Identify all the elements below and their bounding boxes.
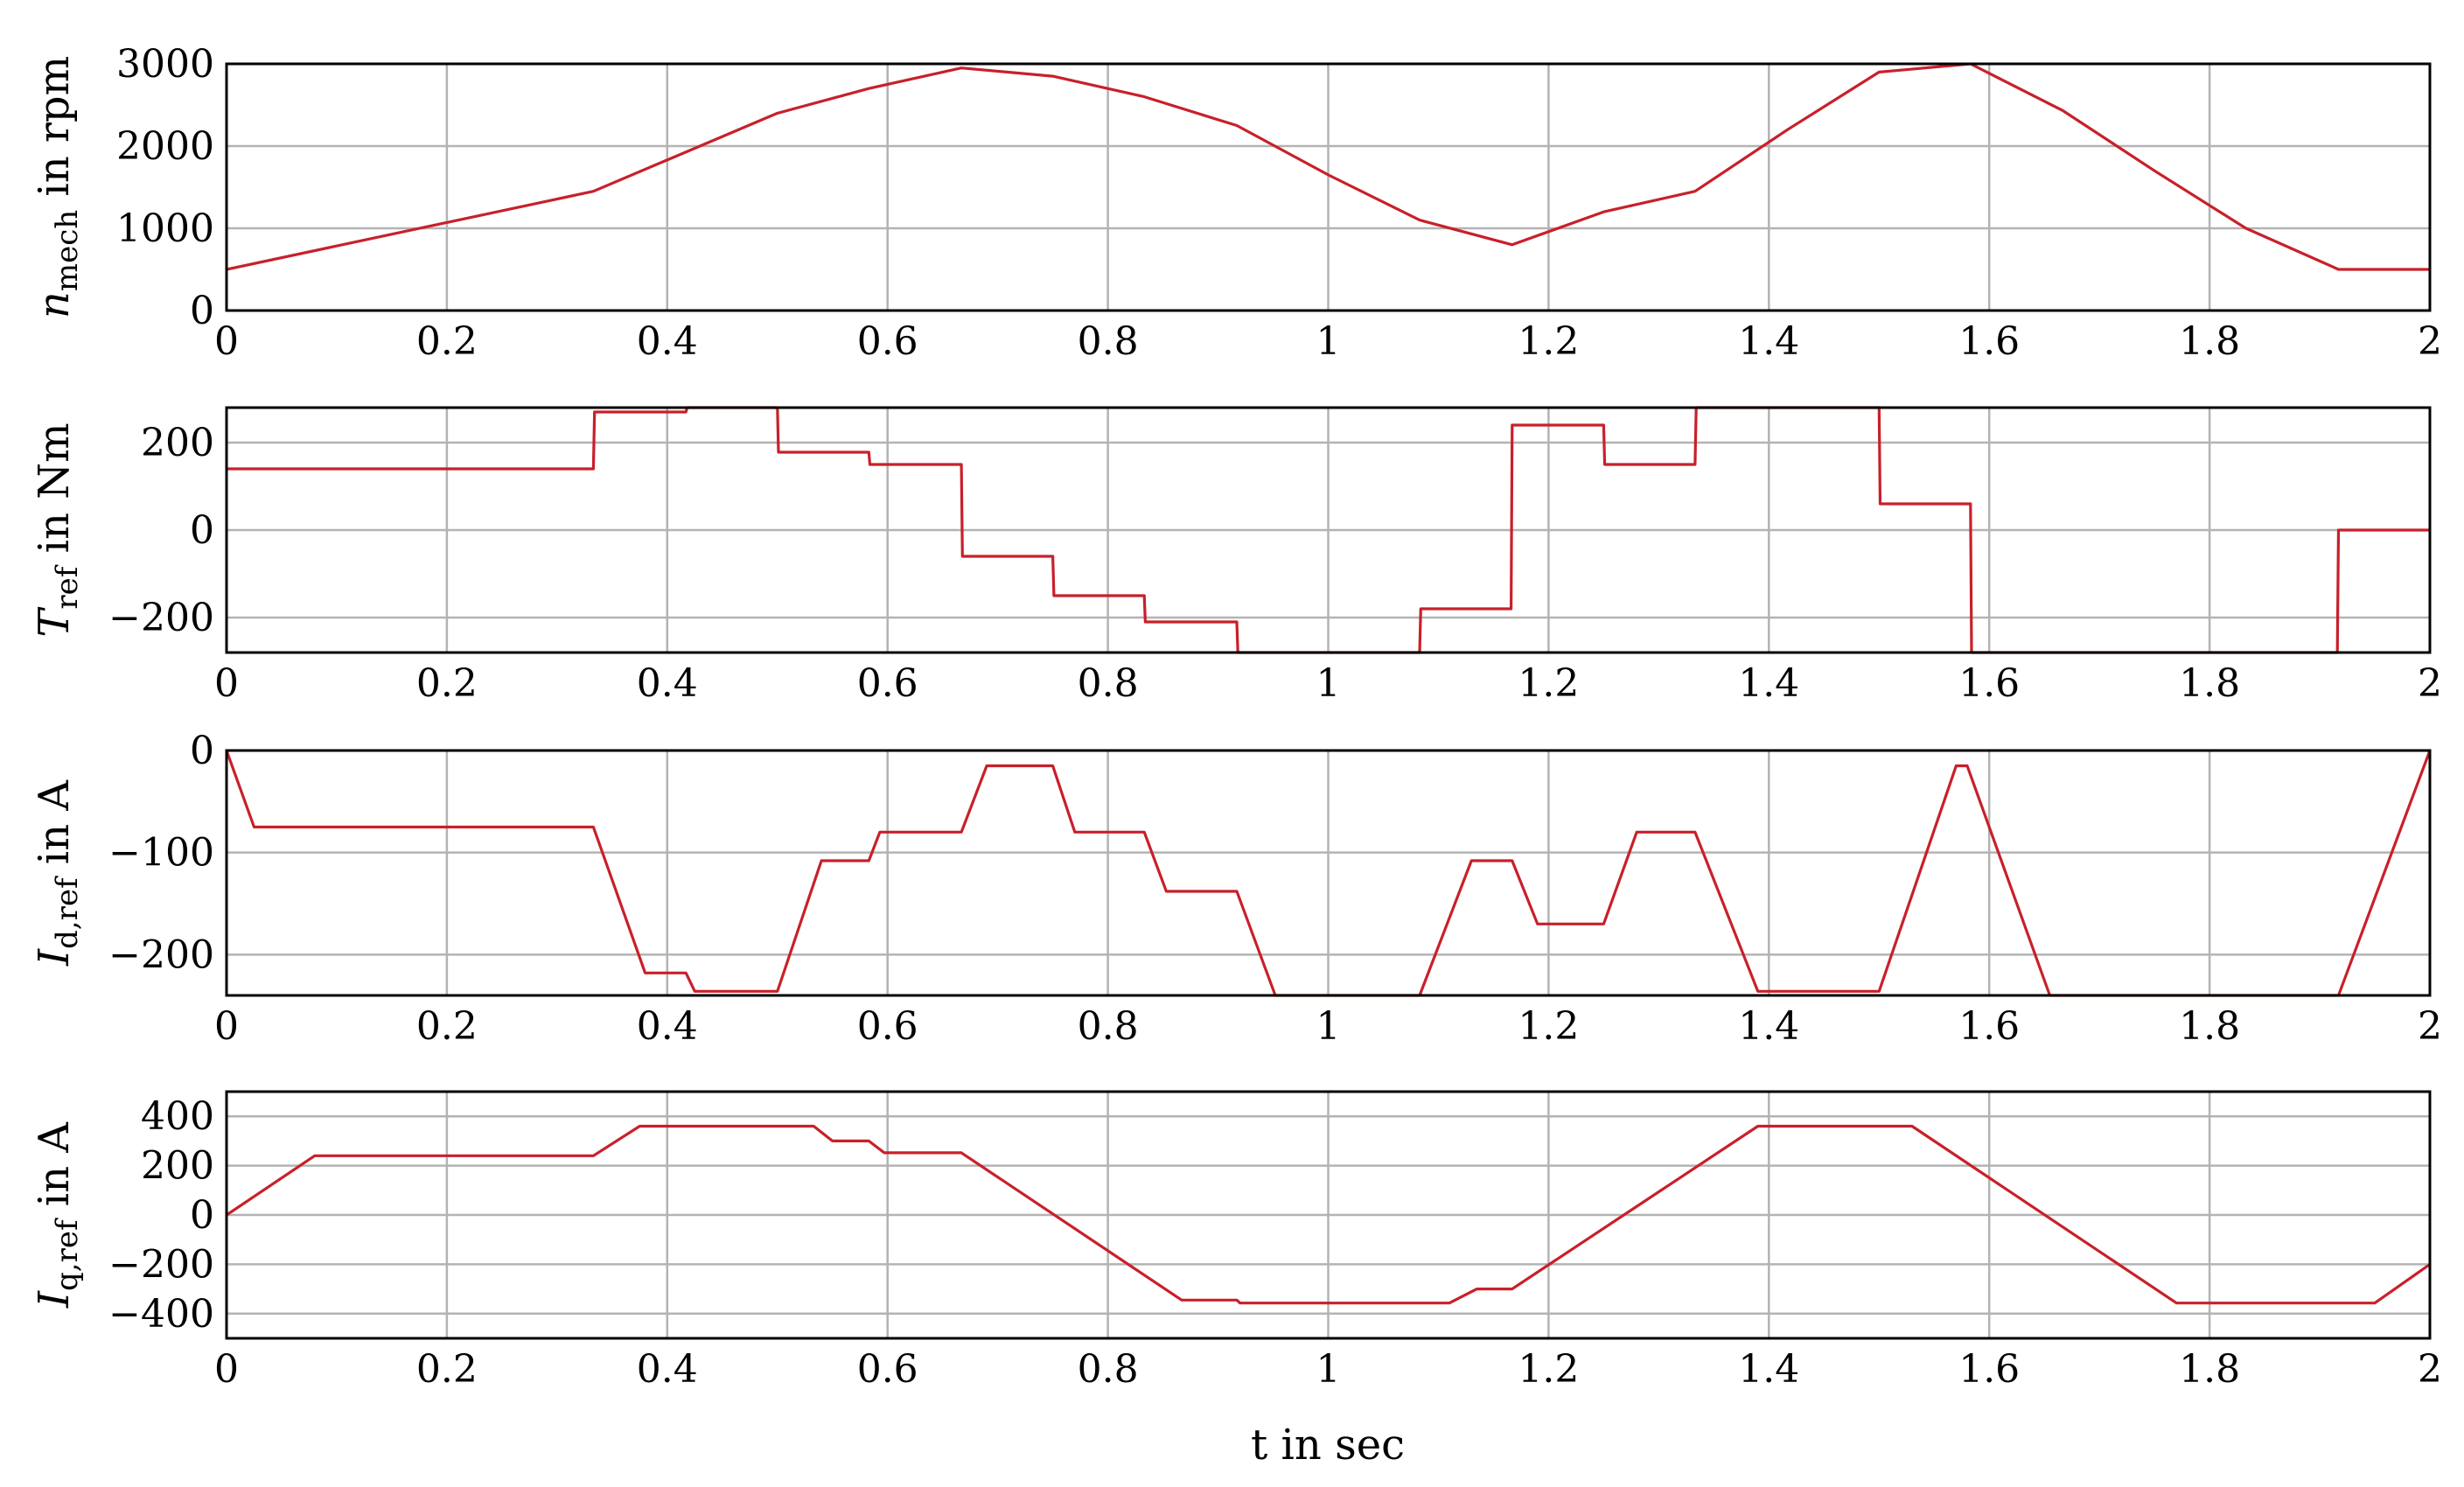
- x-tick-label: 2: [2418, 1347, 2442, 1392]
- x-tick-label: 1.6: [1958, 1347, 2020, 1392]
- x-tick-label: 0.8: [1078, 1004, 1139, 1049]
- y-tick-label: 1000: [116, 206, 214, 251]
- x-tick-label: 0.6: [857, 1347, 918, 1392]
- plot-frame: [225, 62, 2432, 312]
- x-tick-label: 2: [2418, 1004, 2442, 1049]
- y-tick-label: 200: [141, 1144, 214, 1189]
- x-tick-label: 1.2: [1518, 319, 1579, 364]
- series-line-1-1: [227, 62, 2430, 271]
- x-tick-label: 1.8: [2179, 319, 2240, 364]
- y-tick-label: 0: [190, 508, 214, 553]
- series-line-4-1: [227, 1124, 2430, 1305]
- y-tick-label: −200: [108, 596, 214, 640]
- x-tick-label: 0.2: [416, 319, 478, 364]
- y-tick-label: 200: [141, 421, 214, 465]
- y-tick-label: 0: [190, 1193, 214, 1238]
- x-tick-label: 1.8: [2179, 1347, 2240, 1392]
- x-tick-label: 1.6: [1958, 661, 2020, 706]
- y-axis-label: nmech in rpm: [30, 56, 85, 318]
- x-tick-label: 1: [1316, 319, 1341, 364]
- x-tick-label: 0.8: [1078, 1347, 1139, 1392]
- x-tick-label: 1.6: [1958, 319, 2020, 364]
- y-tick-label: 3000: [116, 42, 214, 87]
- y-axis-label: Tref in Nm: [30, 422, 85, 637]
- y-axis-label: Id,ref in A: [30, 779, 85, 967]
- x-tick-label: 0.4: [637, 1004, 698, 1049]
- y-axis-label: Iq,ref in A: [30, 1121, 85, 1309]
- y-tick-label: 0: [190, 289, 214, 333]
- x-tick-label: 0.8: [1078, 319, 1139, 364]
- series-line-2-1: [227, 406, 2430, 654]
- y-tick-label: 2000: [116, 124, 214, 169]
- series-line-3-1: [227, 750, 2430, 997]
- x-tick-label: 1.8: [2179, 1004, 2240, 1049]
- x-tick-label: 0.4: [637, 319, 698, 364]
- panel-3: 0 0.2 0.4 0.6 0.8 1 1.2 1.4 1.6 1.8 2 −200 −100 0 Id,r…: [30, 729, 2442, 1049]
- x-tick-label: 1.4: [1738, 319, 1799, 364]
- x-tick-label: 1.8: [2179, 661, 2240, 706]
- x-tick-label: 1.4: [1738, 661, 1799, 706]
- x-tick-label: 0.2: [416, 1347, 478, 1392]
- x-tick-label: 2: [2418, 661, 2442, 706]
- plot-frame: [225, 749, 2432, 997]
- panel-4: 0 0.2 0.4 0.6 0.8 1 1.2 1.4 1.6 1.8 2−400−20002004…: [30, 1090, 2442, 1392]
- x-tick-label: 1: [1316, 1004, 1341, 1049]
- x-tick-label: 0.8: [1078, 661, 1139, 706]
- x-tick-label: 0.6: [857, 661, 918, 706]
- x-tick-label: 0.2: [416, 661, 478, 706]
- x-tick-label: 1.2: [1518, 1004, 1579, 1049]
- x-tick-label: 1.2: [1518, 1347, 1579, 1392]
- x-tick-label: 1.2: [1518, 661, 1579, 706]
- x-axis-label: t in sec: [1251, 1421, 1405, 1470]
- y-tick-label: 0: [190, 729, 214, 773]
- x-tick-label: 1: [1316, 1347, 1341, 1392]
- panel-2: 0 0.2 0.4 0.6 0.8 1 1.2 1.4 1.6 1.8 2−2000200Tref …: [30, 406, 2442, 706]
- y-tick-label: 400: [141, 1094, 214, 1139]
- x-tick-label: 0: [214, 319, 239, 364]
- x-tick-label: 1.4: [1738, 1347, 1799, 1392]
- x-tick-label: 1: [1316, 661, 1341, 706]
- x-tick-label: 0.6: [857, 1004, 918, 1049]
- x-tick-label: 0: [214, 661, 239, 706]
- y-tick-label: −100: [108, 831, 214, 876]
- x-tick-label: 0: [214, 1347, 239, 1392]
- plot-frame: [225, 406, 2432, 654]
- x-tick-label: 0.2: [416, 1004, 478, 1049]
- plot-frame: [225, 1090, 2432, 1340]
- y-tick-label: −200: [108, 932, 214, 977]
- x-tick-label: 0.6: [857, 319, 918, 364]
- x-tick-label: 1.4: [1738, 1004, 1799, 1049]
- x-tick-label: 0: [214, 1004, 239, 1049]
- y-tick-label: −200: [108, 1242, 214, 1287]
- x-tick-label: 0.4: [637, 661, 698, 706]
- panel-1: 0 0.2 0.4 0.6 0.8 1 1.2 1.4 1.6 1.8 2 0 1000 2000 3000…: [30, 42, 2442, 364]
- x-tick-label: 2: [2418, 319, 2442, 364]
- y-tick-label: −400: [108, 1292, 214, 1337]
- chart-panels: 0 0.2 0.4 0.6 0.8 1 1.2 1.4 1.6 1.8 20100020003000…: [30, 42, 2442, 1392]
- x-tick-label: 1.6: [1958, 1004, 2020, 1049]
- x-tick-label: 0.4: [637, 1347, 698, 1392]
